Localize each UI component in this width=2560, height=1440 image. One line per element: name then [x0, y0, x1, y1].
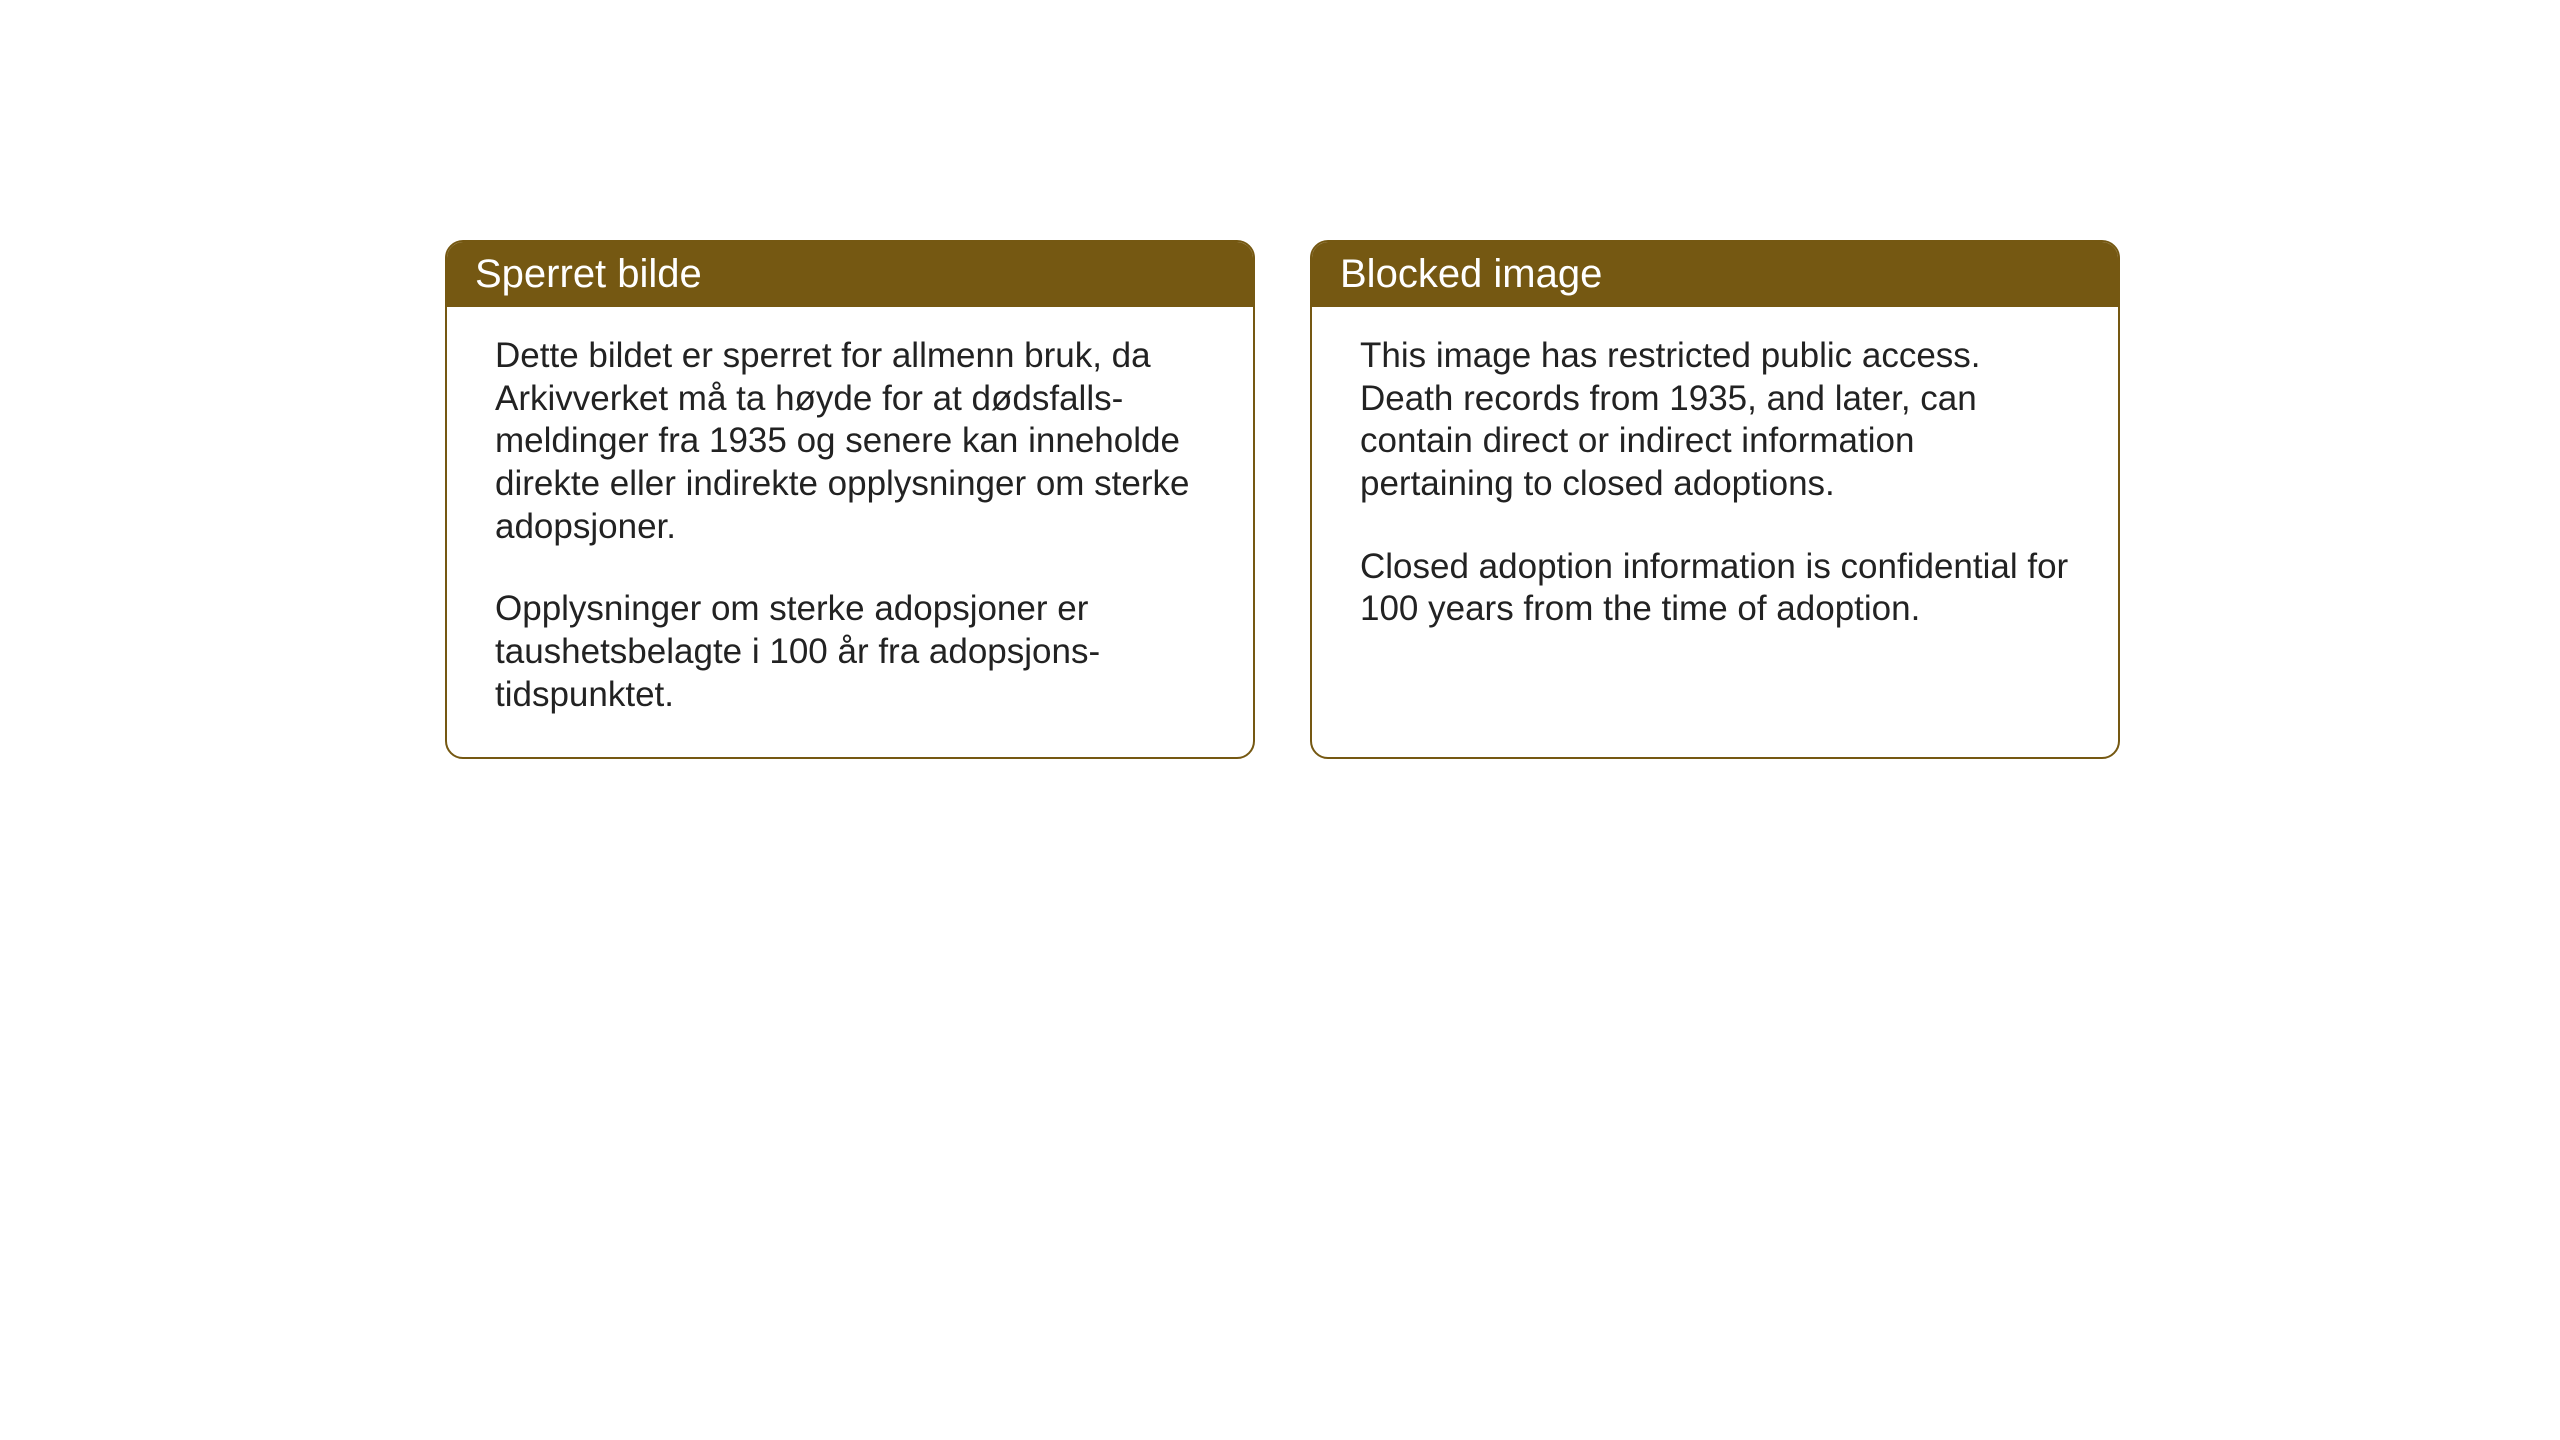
card-body-norwegian: Dette bildet er sperret for allmenn bruk…	[447, 307, 1253, 757]
card-header-english: Blocked image	[1312, 242, 2118, 307]
paragraph-2-english: Closed adoption information is confident…	[1360, 546, 2070, 631]
notice-card-english: Blocked image This image has restricted …	[1310, 240, 2120, 759]
paragraph-1-english: This image has restricted public access.…	[1360, 335, 2070, 506]
notice-cards-container: Sperret bilde Dette bildet er sperret fo…	[445, 240, 2120, 759]
card-body-english: This image has restricted public access.…	[1312, 307, 2118, 671]
card-header-norwegian: Sperret bilde	[447, 242, 1253, 307]
paragraph-2-norwegian: Opplysninger om sterke adopsjoner er tau…	[495, 588, 1205, 716]
notice-card-norwegian: Sperret bilde Dette bildet er sperret fo…	[445, 240, 1255, 759]
paragraph-1-norwegian: Dette bildet er sperret for allmenn bruk…	[495, 335, 1205, 548]
